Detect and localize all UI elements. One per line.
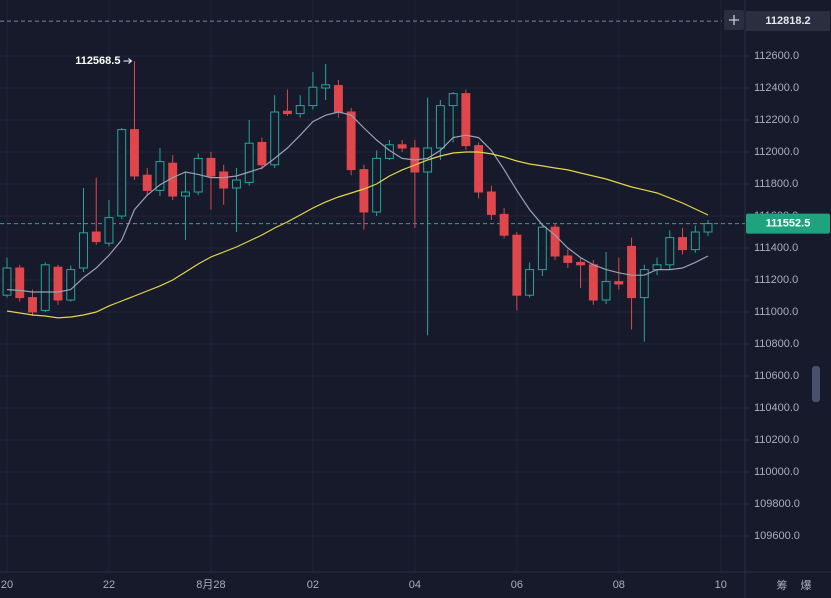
candle-body — [117, 129, 127, 217]
candle-body — [588, 264, 598, 301]
candle-body — [257, 141, 267, 166]
candle-body — [104, 217, 114, 244]
candle-body — [155, 161, 165, 191]
candle-body — [652, 264, 662, 271]
add-icon — [729, 15, 739, 25]
candle-body — [474, 145, 484, 193]
candle-body — [576, 261, 586, 266]
candle-body — [359, 169, 369, 213]
candle-body — [79, 232, 88, 269]
y-tick-label: 112000.0 — [754, 146, 799, 158]
y-tick-label: 109800.0 — [754, 498, 800, 510]
candle-body — [40, 264, 50, 311]
candle-body — [627, 245, 637, 299]
candle-body — [550, 226, 560, 257]
candle-body — [384, 144, 394, 159]
candle-body — [91, 231, 101, 243]
candle-body — [448, 93, 458, 107]
x-tick-label: 02 — [307, 579, 319, 591]
candle-body — [295, 105, 305, 115]
candle-body — [244, 142, 254, 183]
candle-body — [563, 255, 573, 263]
candle-body — [2, 267, 12, 296]
last-price-box — [746, 213, 830, 234]
candle-body — [231, 179, 241, 189]
y-tick-label: 111200.0 — [754, 274, 798, 286]
candle-body — [333, 85, 343, 113]
y-tick-label: 112600.0 — [754, 50, 799, 62]
x-tick-label: 10 — [715, 579, 727, 591]
candle-body — [321, 84, 331, 89]
candle-body — [66, 269, 76, 301]
x-tick-label: 22 — [103, 579, 115, 591]
y-tick-label: 110600.0 — [754, 370, 799, 382]
candle-body — [690, 231, 700, 251]
high-arrow — [123, 58, 133, 64]
y-tick-label: 111800.0 — [754, 178, 798, 190]
y-tick-label: 112400.0 — [754, 82, 799, 94]
y-tick-label: 112200.0 — [754, 114, 799, 126]
toolbar-label[interactable]: 爆 — [801, 578, 812, 592]
candle-body — [53, 266, 63, 301]
x-tick-label: 04 — [409, 579, 421, 591]
y-tick-label: 110400.0 — [754, 402, 799, 414]
x-tick-label: 8月28 — [196, 579, 225, 591]
candle-body — [435, 105, 445, 149]
x-tick-label: 20 — [1, 579, 13, 591]
candle-body — [181, 191, 190, 197]
last-price-label: 111552.5 — [766, 218, 811, 230]
moving-average-line — [6, 111, 709, 293]
y-tick-label: 110200.0 — [754, 434, 799, 446]
candle-body — [525, 269, 535, 296]
y-tick-label: 109600.0 — [754, 530, 800, 542]
x-tick-label: 08 — [613, 579, 625, 591]
candle-body — [270, 111, 280, 166]
y-tick-label: 111400.0 — [754, 242, 798, 254]
y-tick-label: 110000.0 — [754, 466, 799, 478]
candle-body — [219, 171, 229, 189]
candle-body — [601, 281, 611, 301]
high-annotation: 112568.5 — [75, 55, 120, 67]
candle-body — [15, 267, 25, 299]
candle-body — [142, 174, 152, 191]
reference-price-box — [746, 11, 830, 32]
candle-body — [512, 234, 522, 296]
candle-body — [639, 269, 649, 299]
x-tick-label: 06 — [511, 579, 523, 591]
moving-average-line — [6, 151, 709, 319]
candle-body — [397, 144, 407, 149]
scroll-handle[interactable] — [812, 366, 820, 402]
candle-body — [614, 281, 624, 285]
candle-body — [346, 111, 356, 171]
candle-body — [665, 237, 675, 266]
toolbar-label[interactable]: 筹 — [777, 578, 788, 592]
reference-price-label: 112818.2 — [765, 15, 810, 27]
candle-body — [282, 110, 292, 115]
candle-body — [130, 129, 139, 177]
candle-body — [537, 226, 547, 271]
candle-body — [703, 223, 713, 233]
candle-body — [486, 191, 496, 215]
candle-body — [499, 213, 509, 236]
y-tick-label: 110800.0 — [754, 338, 799, 350]
y-tick-label: 111000.0 — [754, 306, 798, 318]
candle-body — [28, 297, 37, 313]
candle-body — [461, 93, 471, 147]
candle-body — [206, 157, 216, 177]
candle-body — [308, 86, 318, 107]
candle-body — [678, 237, 687, 251]
